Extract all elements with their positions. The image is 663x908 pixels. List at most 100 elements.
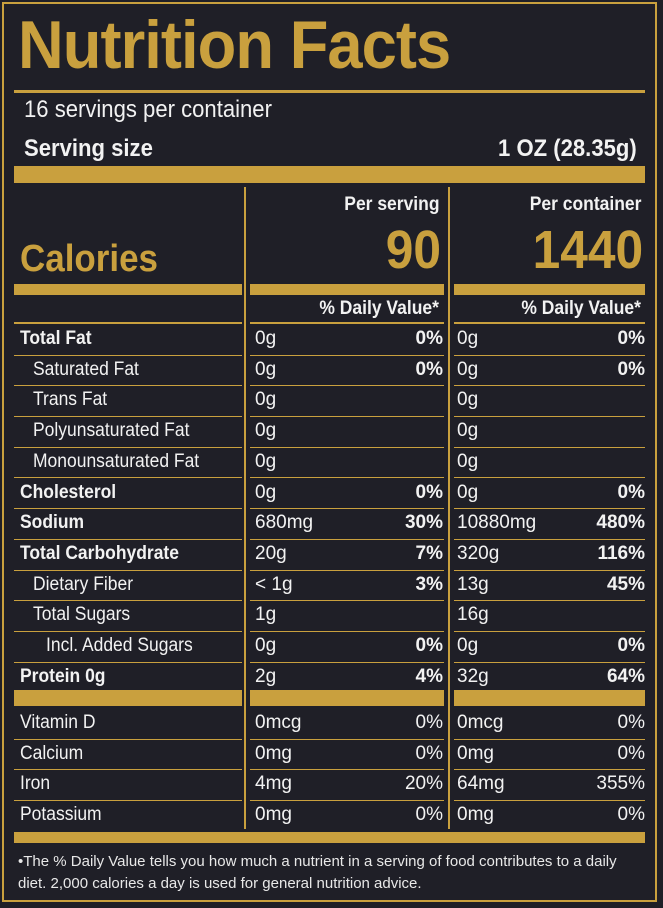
serving-size-bar	[14, 166, 645, 183]
daily-value-footnote: •The % Daily Value tells you how much a …	[18, 853, 617, 892]
row-divider	[14, 769, 242, 771]
row-divider	[454, 569, 645, 571]
container-amount: 16g	[457, 604, 489, 626]
container-daily-value: 45%	[606, 573, 645, 595]
nutrient-name: Dietary Fiber	[33, 573, 134, 595]
row-divider	[250, 800, 444, 802]
serving-amount: 0g	[255, 481, 277, 503]
row-divider	[14, 446, 242, 448]
dv-header-line-mid	[250, 322, 444, 324]
row-divider	[250, 416, 444, 418]
row-divider	[250, 661, 444, 663]
serving-amount: 4mg	[255, 773, 292, 795]
nutrient-row: Total Carbohydrate 20g 7% 320g 116%	[4, 539, 659, 571]
serving-amount: 2g	[255, 665, 277, 687]
serving-amount: 0g	[255, 635, 277, 656]
serving-daily-value: 30%	[404, 512, 443, 534]
container-amount: 0g	[457, 389, 479, 411]
container-daily-value: 0%	[617, 635, 645, 656]
serving-daily-value: 0%	[415, 635, 443, 656]
nutrient-name: Vitamin D	[20, 712, 96, 733]
row-divider	[454, 800, 645, 802]
column-divider-1	[244, 187, 246, 829]
container-amount: 64mg	[457, 773, 505, 795]
row-divider	[250, 385, 444, 387]
serving-amount: 680mg	[255, 512, 314, 534]
container-amount: 0mg	[457, 804, 494, 826]
footer-bar	[14, 832, 645, 843]
nutrient-name: Total Sugars	[33, 604, 131, 626]
serving-daily-value: 4%	[415, 665, 443, 687]
nutrient-name: Potassium	[20, 804, 102, 826]
dv-header-line-left	[14, 322, 242, 324]
nutrient-row: Trans Fat 0g 0g	[4, 385, 659, 418]
row-divider	[250, 508, 444, 510]
container-daily-value: 0%	[617, 358, 645, 380]
row-divider	[250, 630, 444, 632]
row-divider	[14, 738, 242, 740]
row-divider	[454, 508, 645, 510]
nutrient-row: Total Sugars 1g 16g	[4, 600, 659, 632]
serving-amount: 0mg	[255, 742, 292, 764]
vitamin-row: Vitamin D 0mcg 0% 0mcg 0%	[4, 708, 659, 740]
nutrient-row: Protein 0g 2g 4% 32g 64%	[4, 662, 659, 693]
title-divider	[14, 90, 645, 93]
nutrient-row: Incl. Added Sugars 0g 0% 0g 0%	[4, 631, 659, 663]
nutrient-name: Monounsaturated Fat	[33, 450, 200, 472]
row-divider	[14, 630, 242, 632]
calories-bar-right	[454, 284, 645, 295]
row-divider	[454, 354, 645, 356]
nutrient-name: Sodium	[20, 512, 85, 534]
calories-per-container: 1440	[532, 220, 643, 280]
row-divider	[14, 385, 242, 387]
container-amount: 0g	[457, 635, 479, 656]
nutrient-name: Polyunsaturated Fat	[33, 420, 190, 442]
row-divider	[14, 508, 242, 510]
container-amount: 10880mg	[457, 512, 537, 534]
row-divider	[250, 600, 444, 602]
row-divider	[454, 538, 645, 540]
row-divider	[14, 477, 242, 479]
nutrient-name: Total Carbohydrate	[20, 542, 179, 564]
row-divider	[454, 416, 645, 418]
row-divider	[14, 600, 242, 602]
nutrient-row: Monounsaturated Fat 0g 0g	[4, 447, 659, 479]
container-amount: 0g	[457, 481, 479, 503]
column-divider-2	[448, 187, 450, 829]
row-divider	[454, 769, 645, 771]
row-divider	[14, 416, 242, 418]
container-daily-value: 64%	[606, 665, 645, 687]
nutrient-row: Cholesterol 0g 0% 0g 0%	[4, 478, 659, 510]
container-daily-value: 0%	[617, 328, 645, 349]
nutrient-row: Total Fat 0g 0% 0g 0%	[4, 324, 659, 356]
servings-per-container: 16 servings per container	[24, 96, 272, 123]
nutrient-name: Cholesterol	[20, 481, 117, 503]
row-divider	[454, 477, 645, 479]
row-divider	[454, 738, 645, 740]
serving-amount: 1g	[255, 604, 277, 626]
row-divider	[250, 446, 444, 448]
vitamin-bar-mid	[250, 690, 444, 706]
vitamin-row: Potassium 0mg 0% 0mg 0%	[4, 800, 659, 831]
serving-amount: < 1g	[255, 573, 293, 595]
calories-bar-left	[14, 284, 242, 295]
calories-per-serving: 90	[385, 220, 441, 280]
vitamin-bar-right	[454, 690, 645, 706]
serving-size-label: Serving size	[24, 135, 153, 162]
serving-daily-value: 0%	[415, 481, 443, 503]
container-amount: 0g	[457, 328, 479, 349]
nutrition-facts-title: Nutrition Facts	[18, 7, 451, 83]
container-daily-value: 480%	[596, 512, 645, 534]
serving-amount: 0g	[255, 358, 277, 380]
serving-amount: 0mcg	[255, 712, 302, 733]
row-divider	[14, 354, 242, 356]
serving-daily-value: 7%	[415, 542, 443, 564]
serving-amount: 20g	[255, 542, 287, 564]
row-divider	[250, 569, 444, 571]
serving-daily-value: 0%	[415, 712, 443, 733]
row-divider	[250, 354, 444, 356]
nutrient-name: Protein 0g	[20, 665, 106, 687]
serving-amount: 0mg	[255, 804, 292, 826]
vitamin-bar-left	[14, 690, 242, 706]
serving-size-value: 1 OZ (28.35g)	[498, 135, 637, 162]
